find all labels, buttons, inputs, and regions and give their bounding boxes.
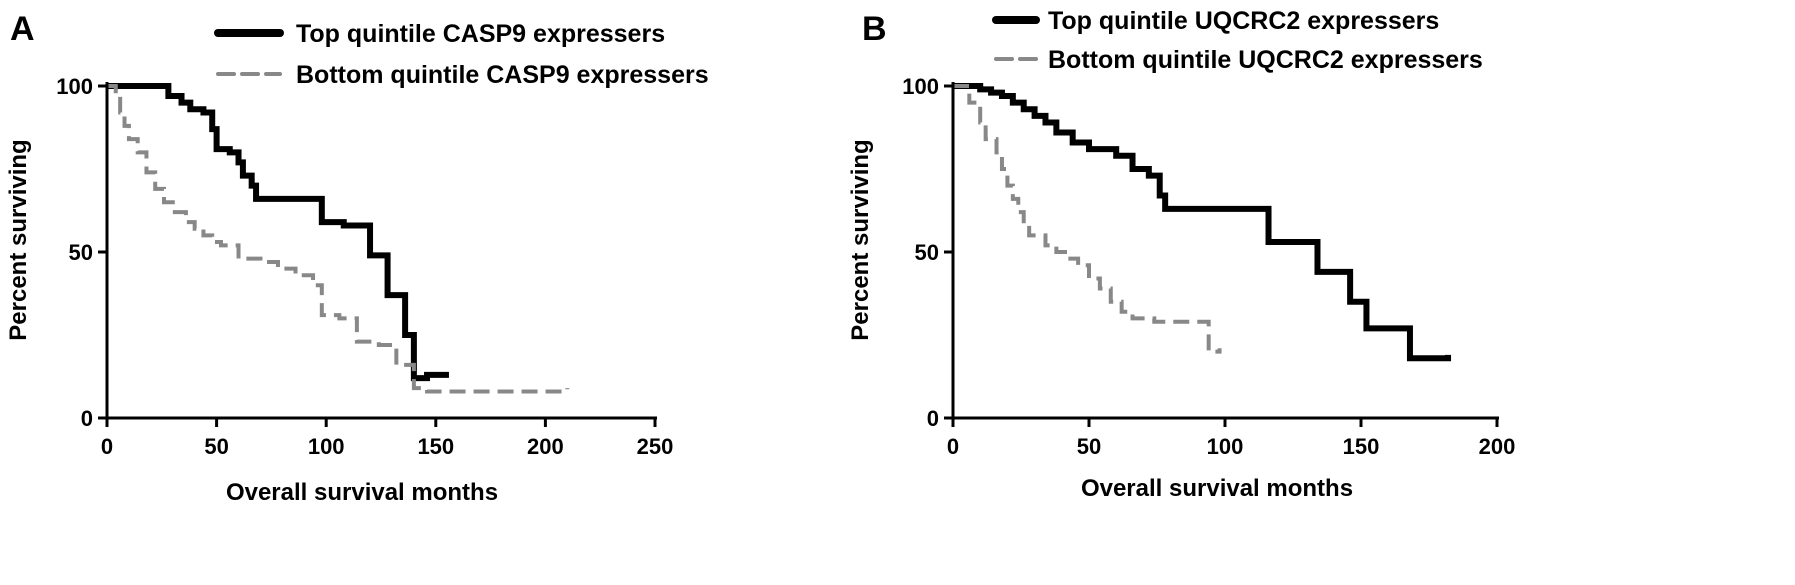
panel-b-x-tick-label: 200: [1479, 434, 1516, 459]
panel-a: A 0 50 100 150 200 250 0 50 100 Top quintile CAS…: [5, 10, 709, 506]
panel-letter-b: B: [862, 10, 887, 48]
panel-a-series-2-line: [107, 84, 570, 394]
panel-a-y-tick-label: 100: [56, 74, 93, 99]
panel-b-series-2-line: [953, 84, 1222, 354]
panel-letter-a: A: [10, 10, 35, 48]
panel-a-x-axis-label: Overall survival months: [226, 479, 498, 506]
panel-b-legend-label-2: Bottom quintile UQCRC2 expressers: [1048, 46, 1483, 74]
panel-a-series-layer: [107, 83, 570, 394]
panel-b-y-tick-label: 100: [902, 74, 939, 99]
panel-b-series-layer: [953, 83, 1452, 362]
panel-a-axes: 0 50 100 150 200 250 0 50 100: [56, 74, 673, 459]
panel-b-x-tick-label: 50: [1077, 434, 1101, 459]
panel-a-legend-label-1: Top quintile CASP9 expressers: [296, 20, 665, 48]
panel-b-y-axis-label: Percent surviving: [847, 139, 874, 340]
panel-b-x-tick-label: 100: [1207, 434, 1244, 459]
panel-a-y-tick-label: 50: [69, 240, 93, 265]
panel-a-legend-label-2: Bottom quintile CASP9 expressers: [296, 61, 709, 89]
panel-b-x-axis-label: Overall survival months: [1081, 475, 1353, 502]
panel-b-legend: Top quintile UQCRC2 expressers Bottom qui…: [992, 7, 1483, 74]
panel-a-x-tick-label: 0: [101, 434, 113, 459]
panel-b-legend-label-1: Top quintile UQCRC2 expressers: [1048, 7, 1439, 35]
panel-a-x-tick-label: 150: [417, 434, 454, 459]
panel-a-series-1-line: [107, 83, 449, 382]
panel-b: B 0 50 100 150 200 0 50 100 Top quintile UQCRC2…: [847, 7, 1515, 502]
panel-b-axes: 0 50 100 150 200 0 50 100: [902, 74, 1515, 459]
panel-a-x-tick-label: 100: [308, 434, 345, 459]
panel-a-x-tick-label: 50: [204, 434, 228, 459]
panel-b-x-tick-label: 150: [1343, 434, 1380, 459]
panel-a-y-axis-label: Percent surviving: [5, 139, 32, 340]
panel-a-x-tick-label: 250: [637, 434, 674, 459]
panel-a-x-tick-label: 200: [527, 434, 564, 459]
panel-b-y-tick-label: 50: [915, 240, 939, 265]
panel-a-y-tick-label: 0: [81, 406, 93, 431]
panel-a-legend: Top quintile CASP9 expressers Bottom quin…: [214, 20, 709, 89]
panel-b-x-tick-label: 0: [947, 434, 959, 459]
panel-b-series-1-line: [953, 83, 1452, 362]
panel-b-y-tick-label: 0: [927, 406, 939, 431]
